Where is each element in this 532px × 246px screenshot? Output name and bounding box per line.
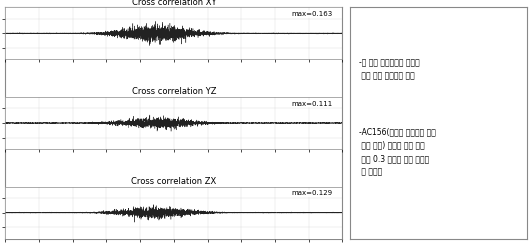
Text: -각 축의 직각방향의 조합에
 대한 상호 상관함수 결과: -각 축의 직각방향의 조합에 대한 상호 상관함수 결과 — [359, 58, 420, 80]
Text: max=0.163: max=0.163 — [291, 11, 332, 17]
Title: Cross correlation XY: Cross correlation XY — [131, 0, 216, 7]
Text: max=0.129: max=0.129 — [291, 190, 332, 196]
Title: Cross correlation ZX: Cross correlation ZX — [131, 177, 217, 186]
Title: Cross correlation YZ: Cross correlation YZ — [131, 87, 216, 96]
Text: -AC156(건축용 비구조물 내진
 시험 방법) 기준인 상호 상과
 함수 0.3 이하를 모두 만족함
 을 확인함: -AC156(건축용 비구조물 내진 시험 방법) 기준인 상호 상과 함수 0… — [359, 128, 436, 176]
Text: max=0.111: max=0.111 — [291, 101, 332, 107]
